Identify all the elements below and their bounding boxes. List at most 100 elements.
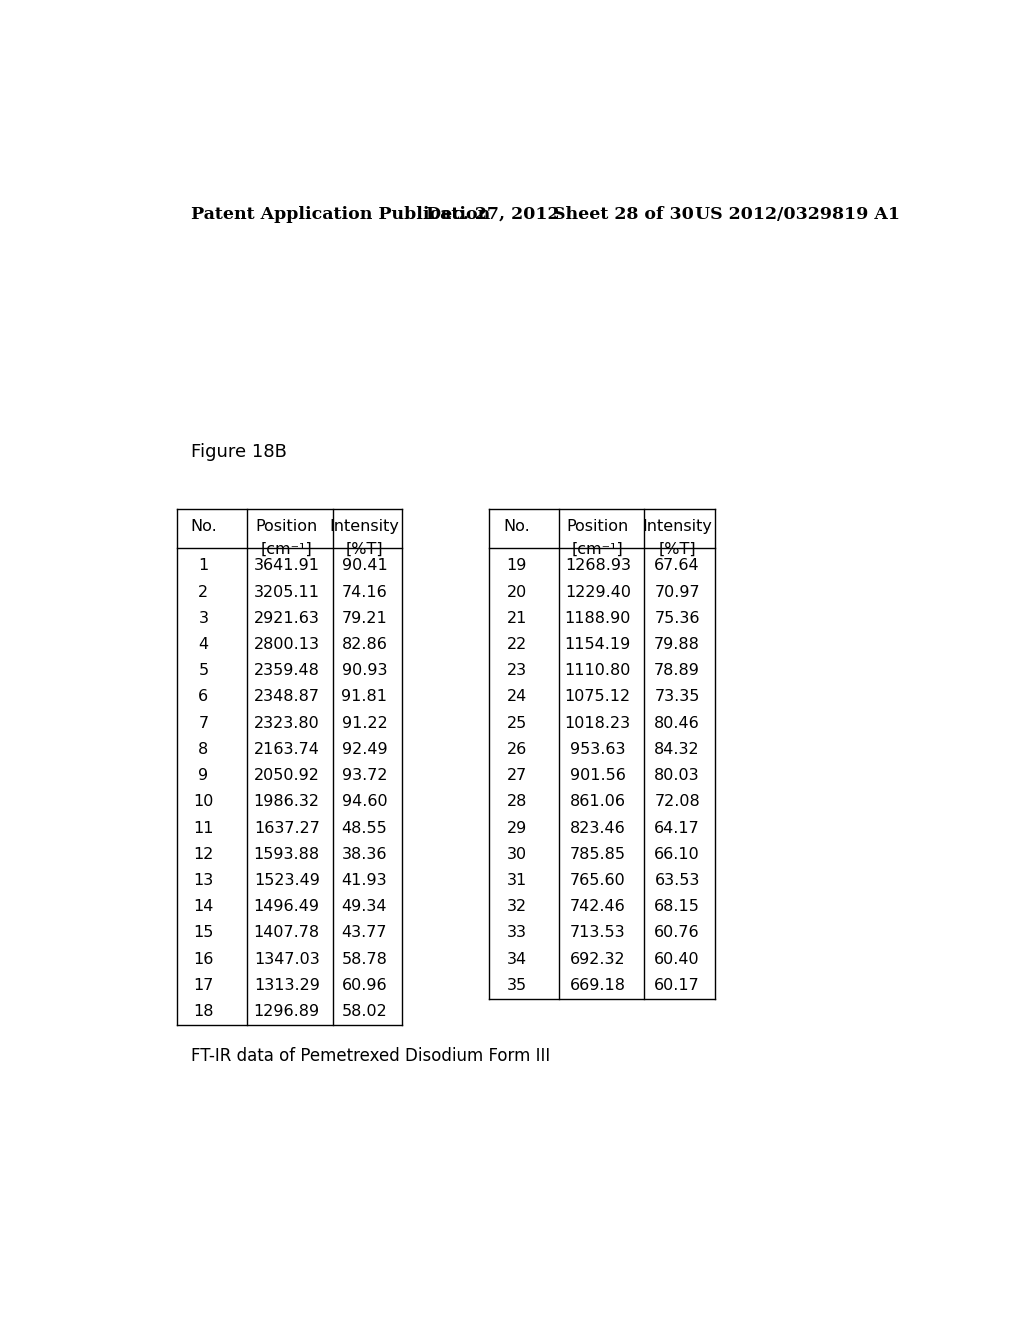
Text: 33: 33 xyxy=(507,925,527,940)
Text: 84.32: 84.32 xyxy=(654,742,700,756)
Text: Position: Position xyxy=(256,519,317,535)
Text: 5: 5 xyxy=(199,663,209,678)
Text: 16: 16 xyxy=(194,952,214,966)
Text: 34: 34 xyxy=(507,952,527,966)
Text: 63.53: 63.53 xyxy=(654,873,699,888)
Text: 1523.49: 1523.49 xyxy=(254,873,319,888)
Text: 1496.49: 1496.49 xyxy=(254,899,319,915)
Text: 73.35: 73.35 xyxy=(654,689,699,705)
Text: [%T]: [%T] xyxy=(346,541,383,557)
Text: 6: 6 xyxy=(199,689,209,705)
Text: 901.56: 901.56 xyxy=(570,768,626,783)
Text: 70.97: 70.97 xyxy=(654,585,700,599)
Text: 92.49: 92.49 xyxy=(342,742,387,756)
Text: 64.17: 64.17 xyxy=(654,821,700,836)
Text: 1188.90: 1188.90 xyxy=(564,611,631,626)
Text: 58.02: 58.02 xyxy=(342,1005,387,1019)
Text: Position: Position xyxy=(566,519,629,535)
Text: 1075.12: 1075.12 xyxy=(565,689,631,705)
Text: 2323.80: 2323.80 xyxy=(254,715,319,731)
Text: 49.34: 49.34 xyxy=(342,899,387,915)
Text: 30: 30 xyxy=(507,847,527,862)
Text: 90.93: 90.93 xyxy=(342,663,387,678)
Text: 91.81: 91.81 xyxy=(341,689,387,705)
Text: 3205.11: 3205.11 xyxy=(254,585,319,599)
Text: 82.86: 82.86 xyxy=(342,638,387,652)
Text: Dec. 27, 2012: Dec. 27, 2012 xyxy=(426,206,559,223)
Text: 21: 21 xyxy=(507,611,527,626)
Text: 823.46: 823.46 xyxy=(570,821,626,836)
Text: 41.93: 41.93 xyxy=(342,873,387,888)
Text: 10: 10 xyxy=(194,795,214,809)
Text: 3: 3 xyxy=(199,611,209,626)
Text: 32: 32 xyxy=(507,899,527,915)
Text: No.: No. xyxy=(504,519,530,535)
Text: Figure 18B: Figure 18B xyxy=(191,444,288,461)
Text: Sheet 28 of 30: Sheet 28 of 30 xyxy=(553,206,693,223)
Text: 1986.32: 1986.32 xyxy=(254,795,319,809)
Text: [cm⁻¹]: [cm⁻¹] xyxy=(572,541,624,557)
Text: 75.36: 75.36 xyxy=(654,611,700,626)
Text: 2800.13: 2800.13 xyxy=(254,638,319,652)
Text: 4: 4 xyxy=(199,638,209,652)
Text: 29: 29 xyxy=(507,821,527,836)
Text: 742.46: 742.46 xyxy=(570,899,626,915)
Text: 35: 35 xyxy=(507,978,527,993)
Text: 94.60: 94.60 xyxy=(342,795,387,809)
Text: [%T]: [%T] xyxy=(658,541,696,557)
Text: 24: 24 xyxy=(507,689,527,705)
Text: 60.76: 60.76 xyxy=(654,925,700,940)
Text: 48.55: 48.55 xyxy=(342,821,387,836)
Text: 15: 15 xyxy=(194,925,214,940)
Text: 67.64: 67.64 xyxy=(654,558,700,573)
Text: 13: 13 xyxy=(194,873,214,888)
Text: 18: 18 xyxy=(194,1005,214,1019)
Text: 2050.92: 2050.92 xyxy=(254,768,319,783)
Text: 80.46: 80.46 xyxy=(654,715,700,731)
Text: 28: 28 xyxy=(507,795,527,809)
Text: 20: 20 xyxy=(507,585,527,599)
Text: Intensity: Intensity xyxy=(330,519,399,535)
Text: 692.32: 692.32 xyxy=(570,952,626,966)
Text: 785.85: 785.85 xyxy=(569,847,626,862)
Text: 1110.80: 1110.80 xyxy=(564,663,631,678)
Text: 1313.29: 1313.29 xyxy=(254,978,319,993)
Text: 90.41: 90.41 xyxy=(342,558,387,573)
Text: 1296.89: 1296.89 xyxy=(254,1005,319,1019)
Text: 17: 17 xyxy=(194,978,214,993)
Text: 12: 12 xyxy=(194,847,214,862)
Text: 1347.03: 1347.03 xyxy=(254,952,319,966)
Text: 80.03: 80.03 xyxy=(654,768,700,783)
Text: 2163.74: 2163.74 xyxy=(254,742,319,756)
Text: No.: No. xyxy=(190,519,217,535)
Text: 14: 14 xyxy=(194,899,214,915)
Text: 60.96: 60.96 xyxy=(342,978,387,993)
Text: 953.63: 953.63 xyxy=(570,742,626,756)
Text: 38.36: 38.36 xyxy=(342,847,387,862)
Text: 669.18: 669.18 xyxy=(569,978,626,993)
Text: 11: 11 xyxy=(194,821,214,836)
Text: 78.89: 78.89 xyxy=(654,663,700,678)
Text: 1268.93: 1268.93 xyxy=(565,558,631,573)
Text: FT-IR data of Pemetrexed Disodium Form III: FT-IR data of Pemetrexed Disodium Form I… xyxy=(191,1047,551,1065)
Text: 9: 9 xyxy=(199,768,209,783)
Text: 25: 25 xyxy=(507,715,527,731)
Text: 765.60: 765.60 xyxy=(570,873,626,888)
Text: 23: 23 xyxy=(507,663,527,678)
Text: 68.15: 68.15 xyxy=(654,899,700,915)
Text: 861.06: 861.06 xyxy=(569,795,626,809)
Text: 1: 1 xyxy=(199,558,209,573)
Text: 1637.27: 1637.27 xyxy=(254,821,319,836)
Text: 1593.88: 1593.88 xyxy=(254,847,319,862)
Text: 74.16: 74.16 xyxy=(342,585,387,599)
Text: Intensity: Intensity xyxy=(642,519,712,535)
Text: 8: 8 xyxy=(199,742,209,756)
Text: 1229.40: 1229.40 xyxy=(565,585,631,599)
Text: 3641.91: 3641.91 xyxy=(254,558,319,573)
Text: 60.40: 60.40 xyxy=(654,952,700,966)
Text: 2921.63: 2921.63 xyxy=(254,611,319,626)
Text: 1154.19: 1154.19 xyxy=(564,638,631,652)
Text: 1018.23: 1018.23 xyxy=(565,715,631,731)
Text: 2359.48: 2359.48 xyxy=(254,663,319,678)
Text: 19: 19 xyxy=(507,558,527,573)
